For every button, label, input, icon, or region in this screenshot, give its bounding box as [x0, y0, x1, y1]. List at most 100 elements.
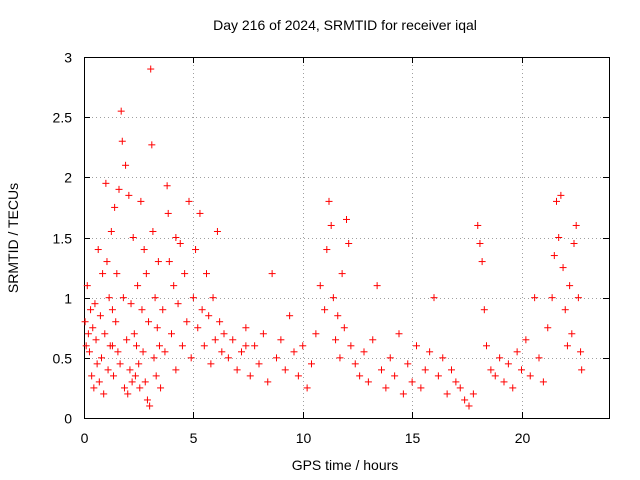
data-point	[87, 306, 95, 314]
data-point	[145, 318, 153, 326]
data-point	[327, 221, 335, 229]
data-point	[125, 191, 133, 199]
data-point	[148, 141, 156, 149]
data-point	[216, 318, 224, 326]
data-point	[111, 203, 119, 211]
data-point	[124, 390, 132, 398]
data-point	[135, 360, 143, 368]
data-point	[112, 318, 120, 326]
data-point	[426, 348, 434, 356]
data-point	[555, 234, 563, 241]
data-point	[149, 227, 157, 235]
data-point	[364, 378, 372, 386]
data-point	[129, 234, 137, 241]
data-point	[496, 354, 504, 362]
y-tick-label: 1	[64, 291, 72, 307]
data-point	[84, 330, 92, 338]
data-point	[181, 270, 189, 278]
data-point	[338, 270, 346, 278]
data-point	[103, 258, 111, 266]
data-point	[391, 372, 399, 380]
data-point	[224, 354, 232, 362]
data-point	[299, 342, 307, 350]
data-point	[443, 390, 451, 398]
data-point	[178, 342, 186, 350]
y-tick-label: 0	[64, 411, 72, 427]
data-point	[246, 372, 254, 380]
data-point	[108, 306, 116, 314]
data-point	[448, 366, 455, 374]
data-point	[196, 209, 204, 217]
x-tick-label: 5	[190, 430, 198, 446]
data-point	[535, 354, 543, 362]
data-point	[119, 294, 127, 302]
data-point	[82, 342, 90, 350]
data-point	[474, 221, 482, 229]
data-point	[566, 282, 574, 290]
data-point	[211, 336, 219, 344]
data-point	[155, 342, 163, 350]
data-point	[413, 342, 420, 350]
data-point	[126, 366, 134, 374]
data-point	[233, 366, 241, 374]
data-point	[110, 372, 118, 380]
data-point	[163, 182, 171, 190]
data-point	[176, 240, 184, 248]
data-point	[340, 324, 348, 332]
data-point	[399, 390, 407, 398]
data-point	[321, 306, 329, 314]
y-axis-label: SRMTID / TECUs	[5, 183, 21, 293]
data-point	[557, 191, 565, 199]
data-point	[421, 366, 429, 374]
data-point	[286, 312, 294, 320]
data-point	[140, 246, 148, 254]
data-point	[255, 360, 263, 368]
data-point	[251, 342, 259, 350]
data-point	[154, 258, 162, 266]
data-point	[456, 384, 464, 392]
data-point	[99, 270, 107, 278]
data-point	[127, 300, 135, 308]
data-point	[294, 372, 302, 380]
data-point	[548, 294, 556, 302]
data-point	[194, 324, 202, 332]
data-point	[115, 185, 123, 193]
data-point	[487, 366, 495, 374]
data-point	[369, 336, 377, 344]
plot-frame	[84, 57, 610, 419]
data-point	[378, 366, 385, 374]
data-point	[242, 342, 250, 350]
data-point	[281, 366, 289, 374]
data-point	[187, 354, 195, 362]
data-point	[577, 348, 585, 356]
data-point	[259, 330, 267, 338]
data-point	[172, 366, 180, 374]
data-point	[147, 65, 155, 73]
data-point	[92, 336, 100, 344]
data-point	[572, 221, 580, 229]
data-point	[323, 246, 331, 254]
grid-lines	[84, 57, 609, 418]
y-tick-label: 2	[64, 170, 72, 186]
data-point	[531, 294, 539, 302]
data-point	[85, 348, 93, 356]
data-point	[128, 378, 136, 386]
data-point	[104, 366, 112, 374]
data-point	[469, 390, 477, 398]
data-point	[108, 342, 116, 350]
data-point	[491, 372, 499, 380]
data-point	[174, 300, 182, 308]
data-point	[94, 246, 102, 254]
y-tick-label: 2.5	[53, 110, 73, 126]
data-point	[373, 282, 381, 290]
data-point	[504, 360, 512, 368]
data-point	[198, 306, 206, 314]
data-point	[408, 378, 416, 386]
data-point	[165, 258, 173, 266]
data-point	[200, 342, 208, 350]
data-point	[116, 360, 124, 368]
data-point	[170, 282, 178, 290]
data-point	[308, 360, 315, 368]
data-point	[93, 360, 101, 368]
